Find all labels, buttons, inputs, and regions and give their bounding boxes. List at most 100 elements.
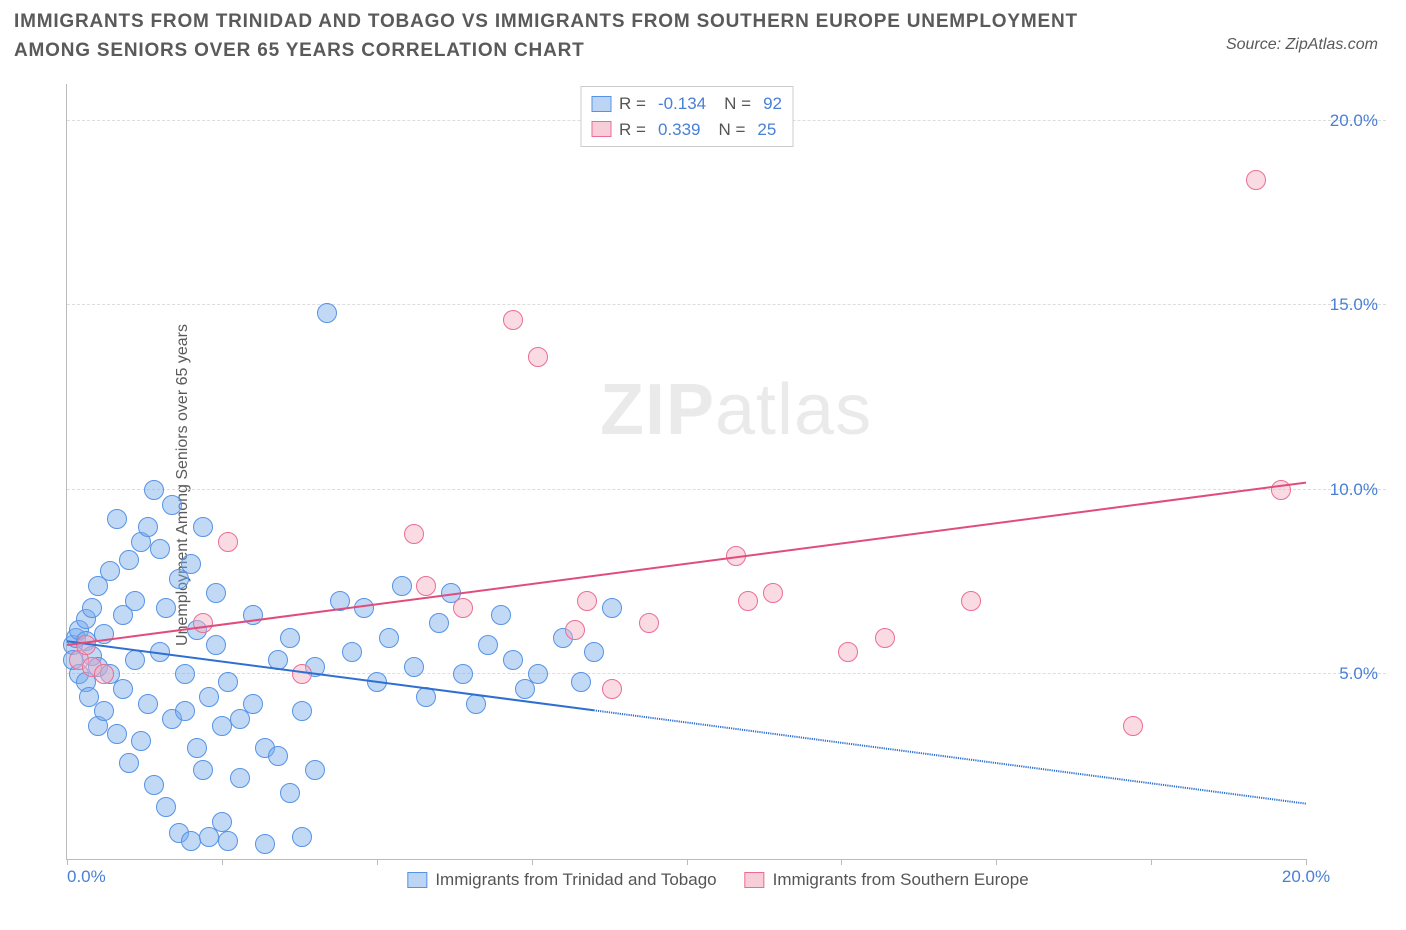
scatter-point-trinidad xyxy=(193,517,213,537)
scatter-point-southern_europe xyxy=(726,546,746,566)
scatter-point-trinidad xyxy=(491,605,511,625)
scatter-point-trinidad xyxy=(212,716,232,736)
grid-line xyxy=(67,489,1386,490)
chart-title: IMMIGRANTS FROM TRINIDAD AND TOBAGO VS I… xyxy=(14,8,1134,65)
n-label: N = xyxy=(724,91,751,117)
scatter-point-trinidad xyxy=(416,687,436,707)
scatter-point-southern_europe xyxy=(1123,716,1143,736)
scatter-point-trinidad xyxy=(125,650,145,670)
scatter-point-trinidad xyxy=(119,550,139,570)
x-tick xyxy=(67,859,68,865)
y-tick-label: 5.0% xyxy=(1316,664,1378,684)
scatter-point-trinidad xyxy=(107,724,127,744)
scatter-point-southern_europe xyxy=(453,598,473,618)
scatter-point-trinidad xyxy=(305,760,325,780)
scatter-point-trinidad xyxy=(144,775,164,795)
scatter-point-trinidad xyxy=(367,672,387,692)
scatter-point-southern_europe xyxy=(838,642,858,662)
r-value: 0.339 xyxy=(658,117,701,143)
scatter-point-trinidad xyxy=(243,605,263,625)
scatter-point-trinidad xyxy=(212,812,232,832)
scatter-point-trinidad xyxy=(429,613,449,633)
scatter-point-trinidad xyxy=(453,664,473,684)
scatter-point-southern_europe xyxy=(76,635,96,655)
legend-swatch-pink xyxy=(745,872,765,888)
scatter-point-trinidad xyxy=(181,554,201,574)
x-tick xyxy=(841,859,842,865)
legend-swatch-blue xyxy=(591,96,611,112)
scatter-point-trinidad xyxy=(150,539,170,559)
scatter-point-trinidad xyxy=(280,628,300,648)
x-tick-label: 20.0% xyxy=(1282,867,1330,887)
scatter-point-trinidad xyxy=(528,664,548,684)
x-tick xyxy=(1151,859,1152,865)
scatter-point-trinidad xyxy=(150,642,170,662)
scatter-point-southern_europe xyxy=(602,679,622,699)
legend-label: Immigrants from Trinidad and Tobago xyxy=(435,870,716,890)
grid-line xyxy=(67,673,1386,674)
scatter-point-trinidad xyxy=(255,834,275,854)
scatter-point-trinidad xyxy=(404,657,424,677)
scatter-point-southern_europe xyxy=(961,591,981,611)
y-tick-label: 20.0% xyxy=(1316,111,1378,131)
x-tick xyxy=(1306,859,1307,865)
legend-label: Immigrants from Southern Europe xyxy=(773,870,1029,890)
x-tick-label: 0.0% xyxy=(67,867,106,887)
source-prefix: Source: xyxy=(1226,36,1281,53)
scatter-point-trinidad xyxy=(144,480,164,500)
scatter-point-trinidad xyxy=(466,694,486,714)
watermark-zip: ZIP xyxy=(600,370,715,450)
trend-lines xyxy=(67,84,1306,859)
scatter-point-southern_europe xyxy=(1271,480,1291,500)
scatter-point-trinidad xyxy=(206,635,226,655)
legend-item-southern-europe: Immigrants from Southern Europe xyxy=(745,870,1029,890)
scatter-point-trinidad xyxy=(113,679,133,699)
scatter-point-southern_europe xyxy=(875,628,895,648)
scatter-point-trinidad xyxy=(175,701,195,721)
scatter-point-trinidad xyxy=(268,746,288,766)
r-label: R = xyxy=(619,117,646,143)
scatter-point-trinidad xyxy=(119,753,139,773)
scatter-point-trinidad xyxy=(79,687,99,707)
x-tick xyxy=(377,859,378,865)
chart-container: Unemployment Among Seniors over 65 years… xyxy=(50,80,1386,890)
y-tick-label: 10.0% xyxy=(1316,480,1378,500)
scatter-point-southern_europe xyxy=(763,583,783,603)
scatter-point-trinidad xyxy=(131,731,151,751)
scatter-point-trinidad xyxy=(342,642,362,662)
scatter-point-southern_europe xyxy=(416,576,436,596)
scatter-point-southern_europe xyxy=(404,524,424,544)
scatter-point-trinidad xyxy=(571,672,591,692)
scatter-point-trinidad xyxy=(138,694,158,714)
scatter-point-trinidad xyxy=(280,783,300,803)
x-tick xyxy=(996,859,997,865)
scatter-point-trinidad xyxy=(243,694,263,714)
scatter-point-trinidad xyxy=(230,768,250,788)
scatter-point-trinidad xyxy=(292,827,312,847)
legend-item-trinidad: Immigrants from Trinidad and Tobago xyxy=(407,870,716,890)
n-value: 92 xyxy=(763,91,782,117)
scatter-point-trinidad xyxy=(162,495,182,515)
scatter-point-trinidad xyxy=(156,598,176,618)
scatter-point-trinidad xyxy=(199,687,219,707)
scatter-point-trinidad xyxy=(193,760,213,780)
scatter-point-trinidad xyxy=(354,598,374,618)
scatter-point-southern_europe xyxy=(193,613,213,633)
scatter-point-trinidad xyxy=(330,591,350,611)
scatter-point-southern_europe xyxy=(218,532,238,552)
scatter-point-trinidad xyxy=(218,831,238,851)
scatter-point-southern_europe xyxy=(292,664,312,684)
scatter-point-trinidad xyxy=(292,701,312,721)
scatter-point-trinidad xyxy=(125,591,145,611)
scatter-point-trinidad xyxy=(181,831,201,851)
y-tick-label: 15.0% xyxy=(1316,295,1378,315)
scatter-point-trinidad xyxy=(156,797,176,817)
scatter-point-southern_europe xyxy=(94,664,114,684)
scatter-point-trinidad xyxy=(138,517,158,537)
legend-stats-row-2: R = 0.339 N = 25 xyxy=(591,117,782,143)
x-tick xyxy=(532,859,533,865)
scatter-point-trinidad xyxy=(317,303,337,323)
watermark: ZIPatlas xyxy=(600,369,872,451)
r-value: -0.134 xyxy=(658,91,706,117)
plot-area: ZIPatlas R = -0.134 N = 92 R = 0.339 N =… xyxy=(66,84,1306,860)
